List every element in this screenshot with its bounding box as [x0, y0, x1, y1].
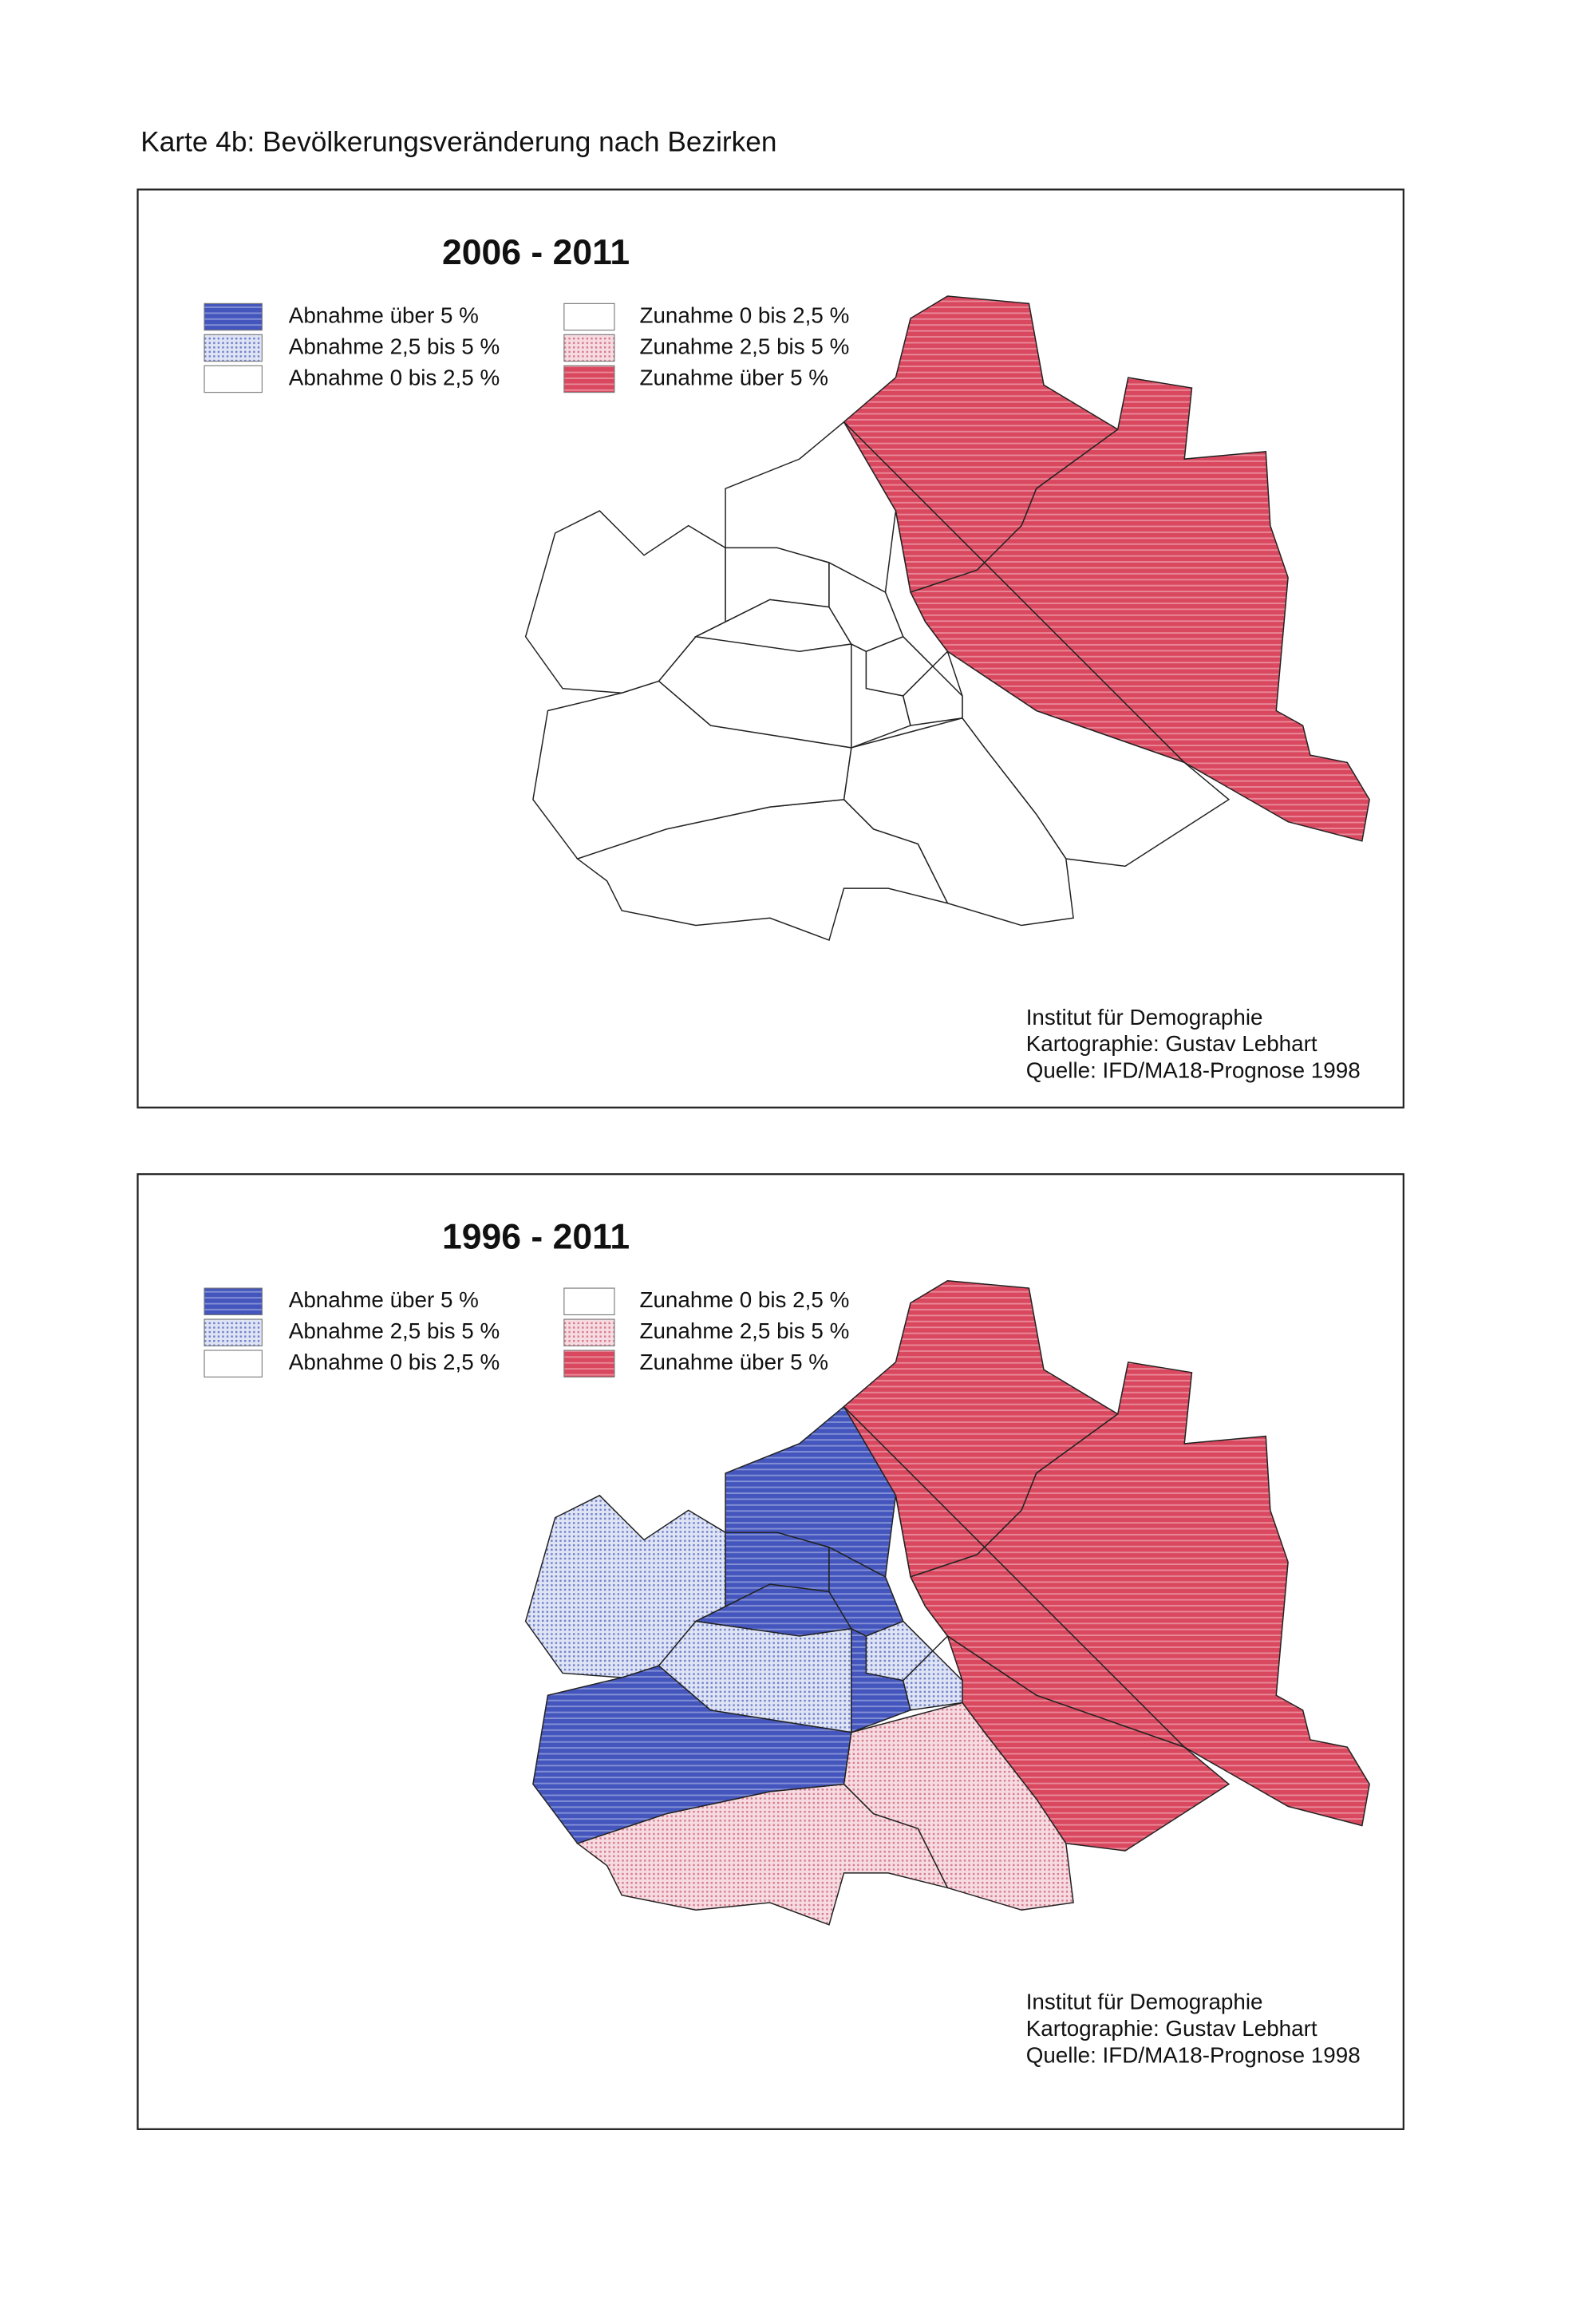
credit-line: Kartographie: Gustav Lebhart	[1026, 1031, 1317, 1056]
legend-label: Abnahme 0 bis 2,5 %	[289, 365, 500, 389]
legend-swatch	[563, 365, 615, 393]
legend-swatch	[203, 365, 263, 393]
legend-swatch	[563, 1350, 615, 1377]
legend-label: Abnahme 2,5 bis 5 %	[289, 1318, 500, 1343]
map-title: 1996 - 2011	[442, 1218, 630, 1257]
legend-label: Abnahme 2,5 bis 5 %	[289, 334, 500, 358]
district	[902, 665, 963, 726]
legend-label: Zunahme 0 bis 2,5 %	[639, 302, 849, 327]
credit-line: Quelle: IFD/MA18-Prognose 1998	[1026, 2042, 1361, 2067]
legend-swatch	[563, 302, 615, 331]
legend-label: Zunahme 2,5 bis 5 %	[639, 1318, 849, 1343]
map-frame	[136, 1173, 1404, 2130]
legend-label: Zunahme über 5 %	[639, 1350, 828, 1374]
credit-line: Institut für Demographie	[1026, 1005, 1263, 1030]
danube-line	[843, 1405, 1185, 1748]
legend-swatch	[563, 1318, 615, 1346]
legend-swatch	[203, 1318, 263, 1346]
legend-swatch	[203, 1350, 263, 1377]
map-title: 2006 - 2011	[442, 233, 630, 272]
legend-label: Zunahme 0 bis 2,5 %	[639, 1287, 849, 1312]
legend-label: Zunahme über 5 %	[639, 365, 828, 389]
page-title: Karte 4b: Bevölkerungsveränderung nach B…	[140, 126, 776, 157]
legend-swatch	[203, 302, 263, 331]
credit-line: Institut für Demographie	[1026, 1989, 1263, 2014]
legend-label: Abnahme 0 bis 2,5 %	[289, 1350, 500, 1374]
district	[902, 1650, 963, 1711]
danube-line	[843, 421, 1185, 763]
legend-label: Abnahme über 5 %	[289, 302, 479, 327]
credit-line: Quelle: IFD/MA18-Prognose 1998	[1026, 1058, 1361, 1083]
legend-swatch	[563, 334, 615, 362]
legend-swatch	[203, 334, 263, 362]
legend-swatch	[203, 1287, 263, 1316]
map-panel: 1996 - 2011 Abnahme über 5 % Abnahme 2,5 b…	[203, 1218, 1370, 2067]
legend-swatch	[563, 1287, 615, 1316]
legend-label: Abnahme über 5 %	[289, 1287, 479, 1312]
legend-label: Zunahme 2,5 bis 5 %	[639, 334, 849, 358]
map-panel: 2006 - 2011 Abnahme über 5 % Abnahme 2,5 b…	[203, 233, 1370, 1083]
map-frame	[136, 188, 1404, 1109]
credit-line: Kartographie: Gustav Lebhart	[1026, 2016, 1317, 2041]
